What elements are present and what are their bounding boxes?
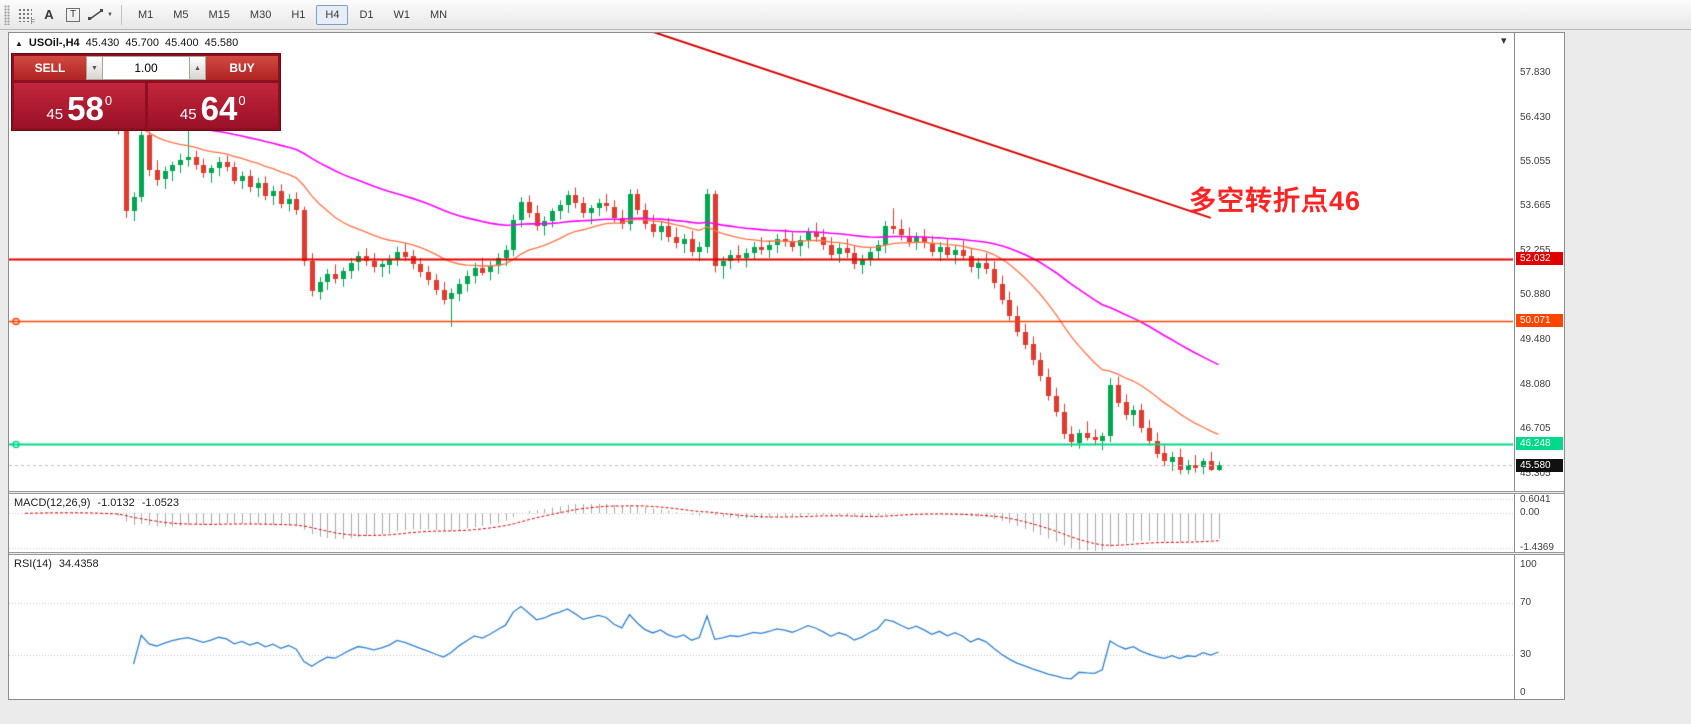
symbol-triangle-icon: ▲ [15, 38, 23, 48]
pane-splitter-1[interactable] [9, 491, 1564, 494]
price-tick-56.430: 56.430 [1520, 111, 1551, 123]
price-tick-52.255: 52.255 [1520, 245, 1551, 256]
grip-f-label: F [30, 18, 35, 26]
price-line-badge-46.248: 46.248 [1516, 436, 1563, 450]
chart-shift-marker[interactable]: ▾ [1501, 35, 1507, 47]
current-price-badge: 45.580 [1516, 458, 1563, 472]
shapes-dropdown-caret-icon: ▼ [107, 11, 113, 18]
bid-sup-digit: 0 [104, 93, 113, 108]
tf-button-h4[interactable]: H4 [316, 4, 349, 25]
bar-open: 45.430 [85, 37, 120, 49]
price-line-badge-50.071: 50.071 [1516, 314, 1563, 328]
volume-input[interactable] [103, 56, 189, 80]
top-toolbar: F A T ▼ M1 M5 M15 M30 H1 H4 D1 W1 MN [0, 0, 1691, 30]
buy-button[interactable]: BUY [206, 56, 278, 80]
text-tool-icon: A [44, 7, 54, 22]
macd-header: MACD(12,26,9) -1.0132 -1.0523 [14, 497, 179, 509]
symbol-info: ▲ USOil-,H4 45.430 45.700 45.400 45.580 [15, 37, 238, 49]
text-tool-button[interactable]: A [38, 4, 60, 26]
one-click-trading-panel: SELL ▼ ▲ BUY 45 58 0 45 64 0 [11, 53, 281, 131]
macd-tick--1.4369: -1.4369 [1520, 542, 1554, 554]
rsi-value: 34.4358 [58, 558, 99, 570]
bid-price-box[interactable]: 45 58 0 [14, 83, 145, 128]
rsi-tick-70: 70 [1520, 597, 1532, 609]
rsi-header: RSI(14) 34.4358 [14, 558, 99, 570]
macd-value-signal: -1.0523 [141, 497, 180, 509]
bar-close: 45.580 [204, 37, 239, 49]
price-tick-46.705: 46.705 [1520, 423, 1551, 435]
tf-button-mn[interactable]: MN [430, 8, 448, 21]
ask-prefix: 45 [179, 106, 197, 123]
rsi-tick-100: 100 [1520, 559, 1537, 570]
toolbar-separator [120, 4, 122, 25]
rsi-axis[interactable]: 100 70 30 0 [1514, 555, 1564, 699]
ask-sup-digit: 0 [238, 93, 246, 108]
tf-button-m5[interactable]: M5 [173, 8, 189, 21]
price-tick-49.480: 49.480 [1520, 334, 1551, 346]
tf-button-m1[interactable]: M1 [137, 8, 154, 21]
text-label-icon: T [66, 7, 80, 22]
price-tick-48.080: 48.080 [1520, 379, 1551, 391]
main-chart-pane: 57.830 56.430 55.055 53.665 52.255 50.880 49.4… [9, 33, 1564, 491]
bar-low: 45.400 [164, 37, 199, 49]
rsi-tick-30: 30 [1520, 648, 1532, 660]
macd-chart-canvas[interactable] [9, 494, 1513, 552]
tf-button-d1[interactable]: D1 [359, 8, 374, 21]
tf-button-h1[interactable]: H1 [291, 8, 306, 21]
crosshair-grid-tool-button[interactable]: F [14, 4, 36, 26]
ask-big-digits: 64 [200, 89, 238, 127]
price-line-badge-52.032: 52.032 [1516, 251, 1563, 265]
macd-value-main: -1.0132 [97, 497, 135, 509]
volume-increase-button[interactable]: ▲ [189, 56, 206, 80]
price-tick-50.880: 50.880 [1520, 289, 1551, 301]
volume-decrease-button[interactable]: ▼ [86, 56, 103, 80]
tf-button-m15[interactable]: M15 [208, 8, 230, 21]
rsi-tick-0: 0 [1520, 687, 1526, 698]
price-tick-57.830: 57.830 [1520, 66, 1551, 78]
text-label-tool-button[interactable]: T [62, 4, 84, 26]
macd-label: MACD(12,26,9) [14, 497, 91, 509]
rsi-label: RSI(14) [14, 558, 52, 570]
bid-big-digits: 58 [67, 89, 104, 127]
chart-window: 57.830 56.430 55.055 53.665 52.255 50.880 49.4… [8, 32, 1565, 700]
rsi-pane: 100 70 30 0 RSI(14) 34.4358 [9, 555, 1564, 699]
macd-axis[interactable]: 0.6041 0.00 -1.4369 [1514, 494, 1564, 554]
price-axis[interactable]: 57.830 56.430 55.055 53.665 52.255 50.880 49.4… [1514, 33, 1564, 491]
rsi-chart-canvas[interactable] [9, 555, 1513, 699]
price-tick-55.055: 55.055 [1520, 155, 1551, 167]
macd-tick-0.00: 0.00 [1520, 507, 1540, 519]
symbol-name: USOil-,H4 [28, 37, 80, 49]
dots-grid-icon [18, 7, 32, 22]
sell-button[interactable]: SELL [14, 56, 86, 80]
timeframe-buttons: M1 M5 M15 M30 H1 H4 D1 W1 MN [128, 4, 457, 25]
chart-annotation: 多空转折点46 [1189, 186, 1362, 216]
tf-button-w1[interactable]: W1 [393, 8, 411, 21]
ask-price-box[interactable]: 45 64 0 [147, 83, 278, 128]
toolbar-grip[interactable] [4, 4, 10, 25]
price-tick-53.665: 53.665 [1520, 200, 1551, 212]
macd-pane: 0.6041 0.00 -1.4369 MACD(12,26,9) -1.0132 … [9, 494, 1564, 554]
pane-splitter-2[interactable] [9, 552, 1564, 555]
macd-tick-0.6041: 0.6041 [1520, 494, 1551, 505]
bid-prefix: 45 [46, 106, 64, 123]
price-tick-45.305: 45.305 [1520, 468, 1551, 480]
bar-high: 45.700 [125, 37, 159, 49]
trendline-shape-icon [88, 8, 103, 20]
shapes-tool-button[interactable]: ▼ [86, 4, 114, 26]
tf-button-m30[interactable]: M30 [249, 8, 272, 21]
